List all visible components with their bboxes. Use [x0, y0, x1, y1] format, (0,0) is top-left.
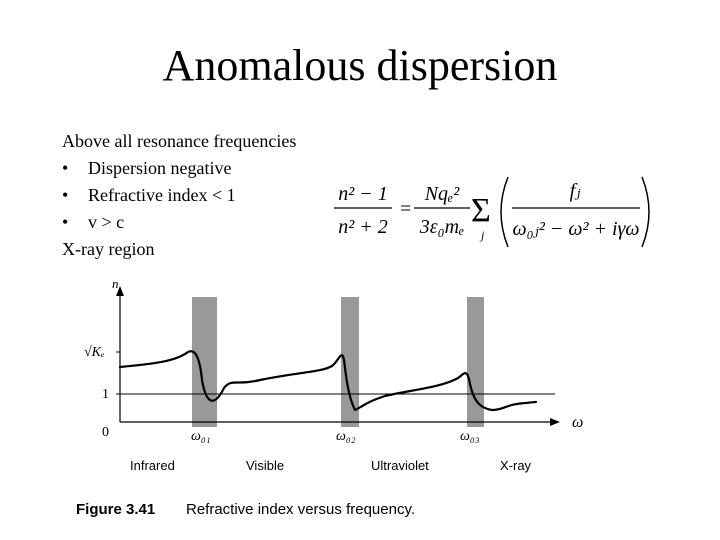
eq-lhs-numerator: n² − 1: [338, 183, 388, 205]
line-text: X-ray region: [62, 239, 155, 259]
bullet-item-2: • Refractive index < 1: [62, 182, 342, 209]
y-axis-arrow: [116, 286, 124, 296]
text-block: Above all resonance frequencies • Dispers…: [62, 128, 342, 263]
bullet-item-3: • v > c: [62, 209, 342, 236]
eq-sum-index: j: [479, 228, 485, 242]
resonance-label-2: ω₀₂: [336, 429, 356, 444]
tick-label-one: 1: [102, 387, 109, 402]
eq-lhs-denominator: n² + 2: [338, 216, 388, 238]
resonance-label-1: ω₀₁: [191, 429, 211, 444]
dispersion-figure: n ω √Kₑ 1 0 ω₀₁ ω₀₂ ω₀₃ Infrared Visible…: [60, 272, 600, 522]
eq-inner-numerator: fⱼ: [570, 180, 582, 202]
lorentz-lorenz-equation: n² − 1 n² + 2 = Nqₑ² 3ε₀mₑ Σ j fⱼ ω₀ⱼ² −…: [330, 175, 660, 250]
slide-title: Anomalous dispersion: [162, 41, 558, 90]
resonance-band-1: [192, 297, 217, 427]
eq-equals: =: [400, 198, 411, 220]
resonance-label-3: ω₀₃: [460, 429, 480, 444]
eq-sum-symbol: Σ: [471, 192, 491, 229]
eq-left-paren: [500, 176, 509, 248]
caption-label: Figure 3.41: [76, 501, 155, 518]
text-line-5: X-ray region: [62, 236, 342, 263]
bullet-text: Refractive index < 1: [88, 185, 236, 205]
region-label-ultraviolet: Ultraviolet: [371, 458, 429, 473]
bullet-icon: •: [62, 158, 69, 178]
text-line-1: Above all resonance frequencies: [62, 128, 342, 155]
eq-inner-denominator: ω₀ⱼ² − ω² + iγω: [512, 218, 639, 240]
line-text: Above all resonance frequencies: [62, 131, 297, 151]
bullet-text: Dispersion negative: [88, 158, 232, 178]
region-label-xray: X-ray: [500, 458, 532, 473]
bullet-text: v > c: [88, 212, 125, 232]
region-label-infrared: Infrared: [130, 458, 175, 473]
eq-mid-numerator: Nqₑ²: [424, 183, 461, 205]
x-axis-label: ω: [572, 414, 583, 431]
dispersion-curve: [118, 350, 538, 412]
eq-right-paren: [641, 176, 650, 248]
region-label-visible: Visible: [246, 458, 284, 473]
tick-label-zero: 0: [102, 425, 109, 440]
bullet-icon: •: [62, 185, 69, 205]
tick-label-sqrt-ke: √Kₑ: [84, 345, 105, 360]
resonance-band-3: [467, 297, 484, 427]
bullet-item-1: • Dispersion negative: [62, 155, 342, 182]
caption-text: Refractive index versus frequency.: [186, 501, 415, 518]
eq-mid-denominator: 3ε₀mₑ: [419, 216, 465, 238]
bullet-icon: •: [62, 212, 69, 232]
y-axis-label: n: [112, 276, 119, 291]
x-axis-arrow: [550, 418, 560, 426]
